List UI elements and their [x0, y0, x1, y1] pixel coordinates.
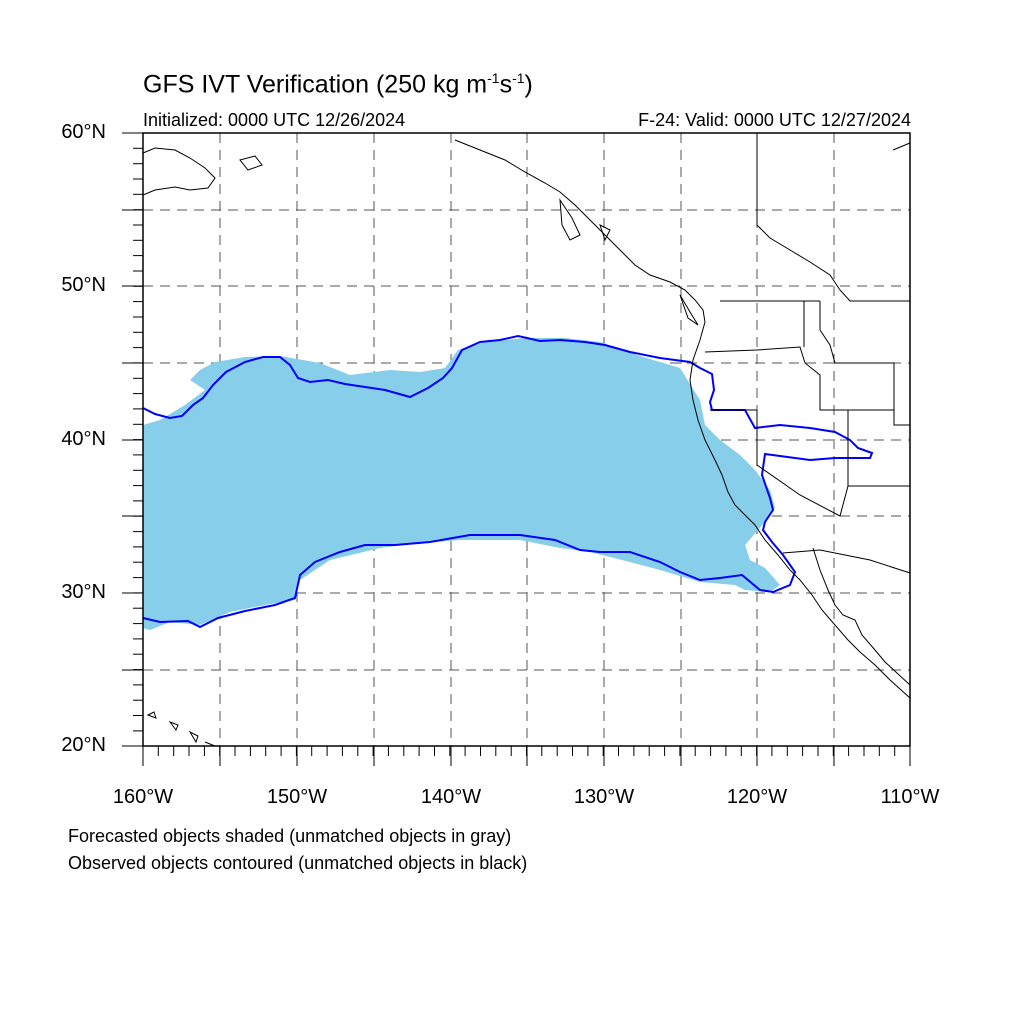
minor-ticks	[133, 132, 896, 756]
initialized-time: Initialized: 0000 UTC 12/26/2024	[143, 110, 406, 130]
observed-ivt-contour	[142, 334, 874, 629]
lon-label: 140°W	[420, 786, 482, 808]
forecast-ivt-object	[143, 338, 780, 630]
caption-observed: Observed objects contoured (unmatched ob…	[68, 853, 528, 873]
lon-label: 120°W	[726, 786, 788, 808]
lat-label: 20°N	[61, 734, 106, 756]
lat-label: 50°N	[61, 274, 106, 296]
page-title: GFS IVT Verification (250 kg m-1s-1)	[143, 70, 533, 99]
lat-label: 30°N	[61, 581, 106, 603]
lon-label: 150°W	[266, 786, 328, 808]
lat-label: 60°N	[61, 121, 106, 143]
lat-label: 40°N	[61, 428, 106, 450]
lon-label: 160°W	[112, 786, 174, 808]
valid-time: F-24: Valid: 0000 UTC 12/27/2024	[638, 110, 911, 130]
lon-label: 130°W	[573, 786, 635, 808]
caption-forecast: Forecasted objects shaded (unmatched obj…	[68, 826, 512, 846]
lon-label: 110°W	[880, 786, 940, 808]
coastlines	[142, 133, 911, 747]
